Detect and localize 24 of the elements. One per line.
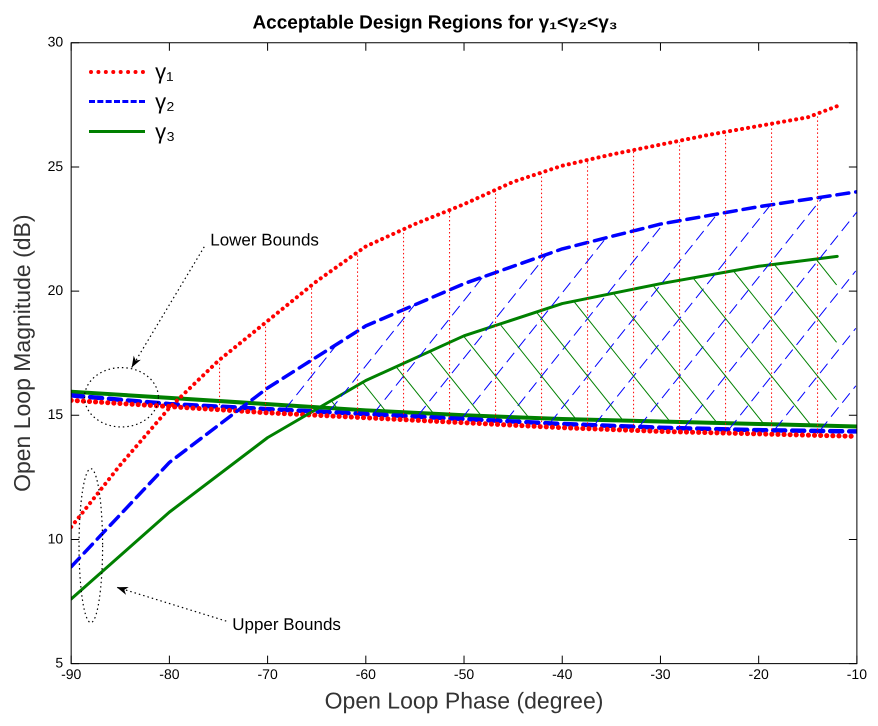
- legend-label: γ₁: [155, 58, 174, 85]
- x-tick-label: -90: [61, 666, 82, 682]
- x-tick-label: -10: [846, 666, 868, 682]
- y-axis-title: Open Loop Magnitude (dB): [9, 214, 36, 492]
- x-tick-label: -30: [650, 666, 671, 682]
- y-tick-label: 5: [55, 654, 64, 670]
- line-series: [71, 190, 857, 569]
- y-tick-label: 15: [48, 406, 64, 422]
- x-tick-label: -40: [552, 666, 573, 682]
- y-tick-label: 30: [48, 34, 64, 50]
- x-tick-label: -50: [454, 666, 474, 682]
- y-tick-label: 25: [48, 158, 64, 174]
- x-tick-label: -70: [257, 666, 278, 682]
- x-tick-label: -60: [356, 666, 376, 682]
- annotation: Upper Bounds: [232, 614, 341, 634]
- annotation: Lower Bounds: [210, 230, 319, 250]
- x-tick-label: -20: [748, 666, 769, 682]
- y-tick-label: 20: [48, 282, 64, 298]
- x-tick-label: -80: [159, 666, 180, 682]
- x-axis-title: Open Loop Phase (degree): [324, 688, 604, 714]
- legend-label: γ₃: [155, 118, 176, 145]
- chart-title: Acceptable Design Regions for γ₁<γ₂<γ₃: [252, 12, 618, 34]
- legend-label: γ₂: [155, 88, 175, 115]
- y-tick-label: 10: [48, 530, 64, 546]
